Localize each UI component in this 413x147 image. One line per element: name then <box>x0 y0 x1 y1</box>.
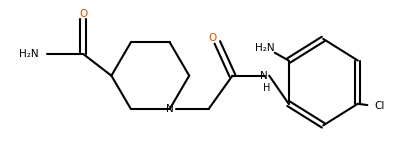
Text: O: O <box>79 9 88 19</box>
Text: O: O <box>209 33 217 43</box>
Text: H: H <box>263 83 271 93</box>
Text: N: N <box>260 71 268 81</box>
Text: H₂N: H₂N <box>255 43 275 53</box>
Text: H₂N: H₂N <box>19 49 39 59</box>
Text: Cl: Cl <box>374 101 385 111</box>
Text: N: N <box>166 104 173 114</box>
